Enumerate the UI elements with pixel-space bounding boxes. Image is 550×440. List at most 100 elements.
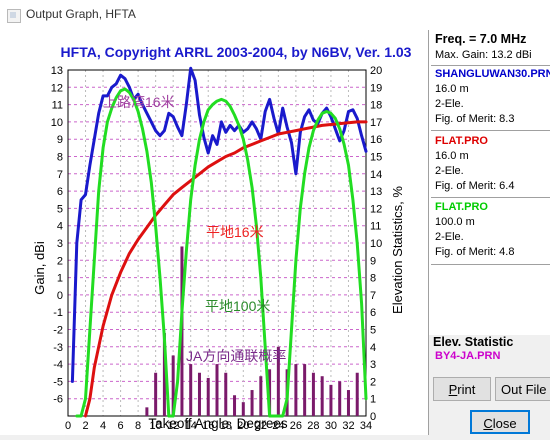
y-axis-label: Gain, dBi xyxy=(32,241,47,295)
frequency-label: Freq. = 7.0 MHz xyxy=(435,32,527,46)
x-tick-label: 4 xyxy=(100,420,106,432)
y2-tick-label: 7 xyxy=(370,290,376,302)
y-tick-label: 2 xyxy=(57,255,63,267)
print-button[interactable]: Print xyxy=(433,377,491,401)
x-tick-label: 26 xyxy=(290,420,302,432)
y2-tick-label: 19 xyxy=(370,82,382,94)
x-tick-label: 22 xyxy=(255,420,267,432)
gain-lines xyxy=(70,66,368,418)
elevation-bar xyxy=(171,355,175,416)
x-tick-label: 20 xyxy=(237,420,249,432)
y-tick-label: -5 xyxy=(53,376,63,388)
x-axis-label: Takeoff Angle, Degrees xyxy=(148,416,288,431)
legend-divider xyxy=(431,264,550,265)
y2-tick-label: 5 xyxy=(370,325,376,337)
elevation-chart: 0 2 4 6 8 10 12 14 16 18 20 22 24 26 28 30 32 34-6-5-4-3-… xyxy=(10,36,424,432)
elevation-bar xyxy=(224,372,228,416)
out-file-button[interactable]: Out File xyxy=(495,377,550,401)
y2-tick-label: 4 xyxy=(370,342,376,354)
y2-tick-label: 12 xyxy=(370,203,382,215)
elevation-bar xyxy=(233,395,237,416)
title-bar: Output Graph, HFTA xyxy=(0,0,550,30)
y-tick-label: 13 xyxy=(51,65,63,77)
y-tick-label: 6 xyxy=(57,186,63,198)
x-tick-label: 32 xyxy=(342,420,354,432)
y-tick-label: 11 xyxy=(52,100,63,112)
print-button-hotkey: P xyxy=(448,382,458,397)
x-tick-label: 12 xyxy=(167,420,179,432)
legend-divider xyxy=(431,197,550,198)
y-tick-label: 5 xyxy=(57,203,63,215)
x-tick-label: 2 xyxy=(82,420,88,432)
elevation-statistic-title: Elev. Statistic xyxy=(433,335,514,349)
y-tick-label: 0 xyxy=(57,290,63,302)
window-title: Output Graph, HFTA xyxy=(26,7,136,21)
y2-tick-label: 11 xyxy=(370,221,381,233)
elevation-bar xyxy=(276,346,280,416)
elevation-bar xyxy=(320,376,324,416)
elevation-bar xyxy=(215,364,219,416)
y-tick-label: -6 xyxy=(53,394,63,406)
print-button-label-rest: rint xyxy=(457,382,476,397)
y2-tick-label: 3 xyxy=(370,359,376,371)
plot-frame: 0 2 4 6 8 10 12 14 16 18 20 22 24 26 28 30 32 34 -6 -5 -4 -3-… xyxy=(0,30,429,435)
max-gain-label: Max. Gain: 13.2 dBi xyxy=(435,49,532,61)
elevation-bar xyxy=(311,372,315,416)
x-tick-label: 30 xyxy=(325,420,337,432)
elevation-bar xyxy=(303,364,307,416)
elevation-bar xyxy=(294,364,298,416)
annotation-shangluwan: 上路湾16米 xyxy=(103,94,175,110)
y2-tick-label: 20 xyxy=(370,65,382,77)
legend-merit-3: Fig. of Merit: 4.8 xyxy=(435,246,515,258)
legend-height-3: 100.0 m xyxy=(435,216,475,228)
legend-divider xyxy=(431,65,550,66)
y-tick-label: 3 xyxy=(57,238,63,250)
x-tick-label: 24 xyxy=(272,420,284,432)
legend-divider xyxy=(431,130,550,131)
legend-file-3: FLAT.PRO xyxy=(435,201,488,213)
elevation-bar xyxy=(250,390,254,416)
y-tick-label: 1 xyxy=(57,273,63,285)
y2-tick-label: 15 xyxy=(370,152,382,164)
grid-layer xyxy=(67,69,367,417)
x-tick-label: 14 xyxy=(185,420,197,432)
app-icon xyxy=(7,9,21,23)
y2-tick-label: 10 xyxy=(370,238,382,250)
y2-tick-label: 8 xyxy=(370,273,376,285)
elevation-bar xyxy=(197,372,201,416)
y2-axis-label: Elevation Statistics, % xyxy=(390,186,405,314)
elevation-bar xyxy=(145,407,149,416)
annotation-flat16: 平地16米 xyxy=(206,224,264,240)
y-tick-label: 7 xyxy=(57,169,63,181)
y2-tick-label: 18 xyxy=(370,100,382,112)
legend-merit-1: Fig. of Merit: 8.3 xyxy=(435,113,515,125)
annotation-ja-probability: JA方向通联概率 xyxy=(186,348,286,364)
elevation-bar xyxy=(329,384,333,416)
elevation-bar xyxy=(189,364,193,416)
y-tick-label: 10 xyxy=(51,117,63,129)
annotation-flat100: 平地100米 xyxy=(205,298,270,314)
elevation-bar xyxy=(206,377,210,416)
legend-type-2: 2-Ele. xyxy=(435,165,464,177)
tick-labels: 0 2 4 6 8 10 12 14 16 18 20 22 24 26 28 30 32 34-6-5-4-3-… xyxy=(51,65,383,432)
y2-tick-label: 14 xyxy=(370,169,382,181)
legend-file-2: FLAT.PRO xyxy=(435,135,488,147)
elevation-bar xyxy=(154,372,158,416)
legend-file-1: SHANGLUWAN30.PRN xyxy=(435,68,550,80)
out-file-button-label-rest: e xyxy=(539,382,547,397)
y2-tick-label: 13 xyxy=(370,186,382,198)
x-tick-label: 10 xyxy=(150,420,162,432)
gain-line-3 xyxy=(75,87,368,418)
y2-tick-label: 17 xyxy=(370,117,382,129)
close-button-hotkey: C xyxy=(483,416,493,431)
legend-height-2: 16.0 m xyxy=(435,150,469,162)
x-tick-label: 8 xyxy=(135,420,141,432)
close-button[interactable]: Close xyxy=(470,410,530,434)
y2-tick-label: 9 xyxy=(370,255,376,267)
elevation-bar xyxy=(338,381,342,416)
y2-tick-label: 16 xyxy=(370,134,382,146)
legend-height-1: 16.0 m xyxy=(435,83,469,95)
y-tick-label: 4 xyxy=(57,221,63,233)
elevation-bar xyxy=(355,372,359,416)
y2-tick-label: 2 xyxy=(370,376,376,388)
